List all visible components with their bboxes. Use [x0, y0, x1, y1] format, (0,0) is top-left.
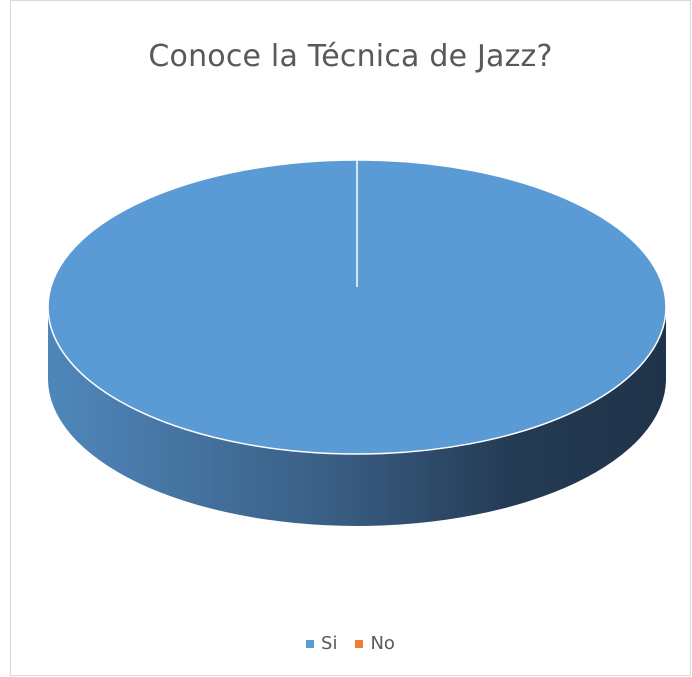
legend-swatch-si [306, 639, 315, 648]
legend-label-si: Si [321, 633, 338, 654]
pie-side-wall [48, 307, 666, 526]
pie-plot [47, 159, 667, 526]
legend-item-no: No [355, 633, 395, 654]
chart-area: Conoce la Técnica de Jazz? Si No [10, 0, 691, 676]
legend: Si No [11, 633, 690, 654]
legend-item-si: Si [306, 633, 337, 654]
legend-swatch-no [355, 639, 364, 648]
legend-label-no: No [370, 633, 395, 654]
chart-title: Conoce la Técnica de Jazz? [148, 39, 553, 74]
